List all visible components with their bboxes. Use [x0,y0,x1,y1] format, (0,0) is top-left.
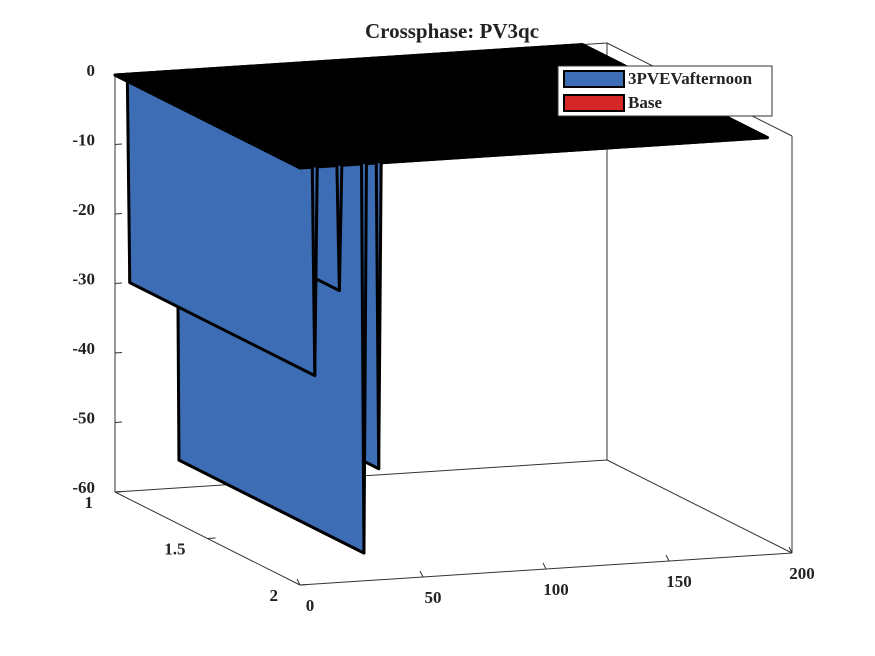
y-tick [207,537,216,539]
x-tick [788,546,793,554]
x-tick [296,578,301,586]
y-tick-label: 2 [270,586,279,605]
x-tick [665,554,670,562]
z-tick-label: 0 [87,61,96,80]
z-tick [114,143,123,145]
x-tick [419,570,424,578]
z-tick-label: -60 [72,478,95,497]
legend-swatch [563,70,625,88]
y-tick-label: 1.5 [164,539,185,558]
x-tick-label: 150 [666,572,692,591]
x-tick [542,562,547,570]
z-tick-label: -10 [72,130,95,149]
legend-label: Base [628,93,662,112]
x-tick-label: 50 [425,588,442,607]
y-tick-label: 1 [85,493,94,512]
z-tick [114,282,123,284]
x-tick-label: 0 [306,596,315,615]
y-tick [299,584,309,586]
z-tick-label: -50 [72,408,95,427]
legend-label: 3PVEVafternoon [628,69,753,88]
z-tick [114,213,123,215]
z-tick-label: -30 [72,269,95,288]
legend-swatch [563,94,625,112]
z-tick [114,421,123,423]
y-tick [114,491,124,493]
x-tick-label: 200 [789,564,815,583]
chart-title: Crossphase: PV3qc [365,19,539,43]
z-tick [114,352,123,354]
surface-patch [113,72,314,170]
z-tick-label: -20 [72,200,95,219]
z-tick-label: -40 [72,339,95,358]
x-tick-label: 100 [543,580,569,599]
axis-line [606,459,793,554]
